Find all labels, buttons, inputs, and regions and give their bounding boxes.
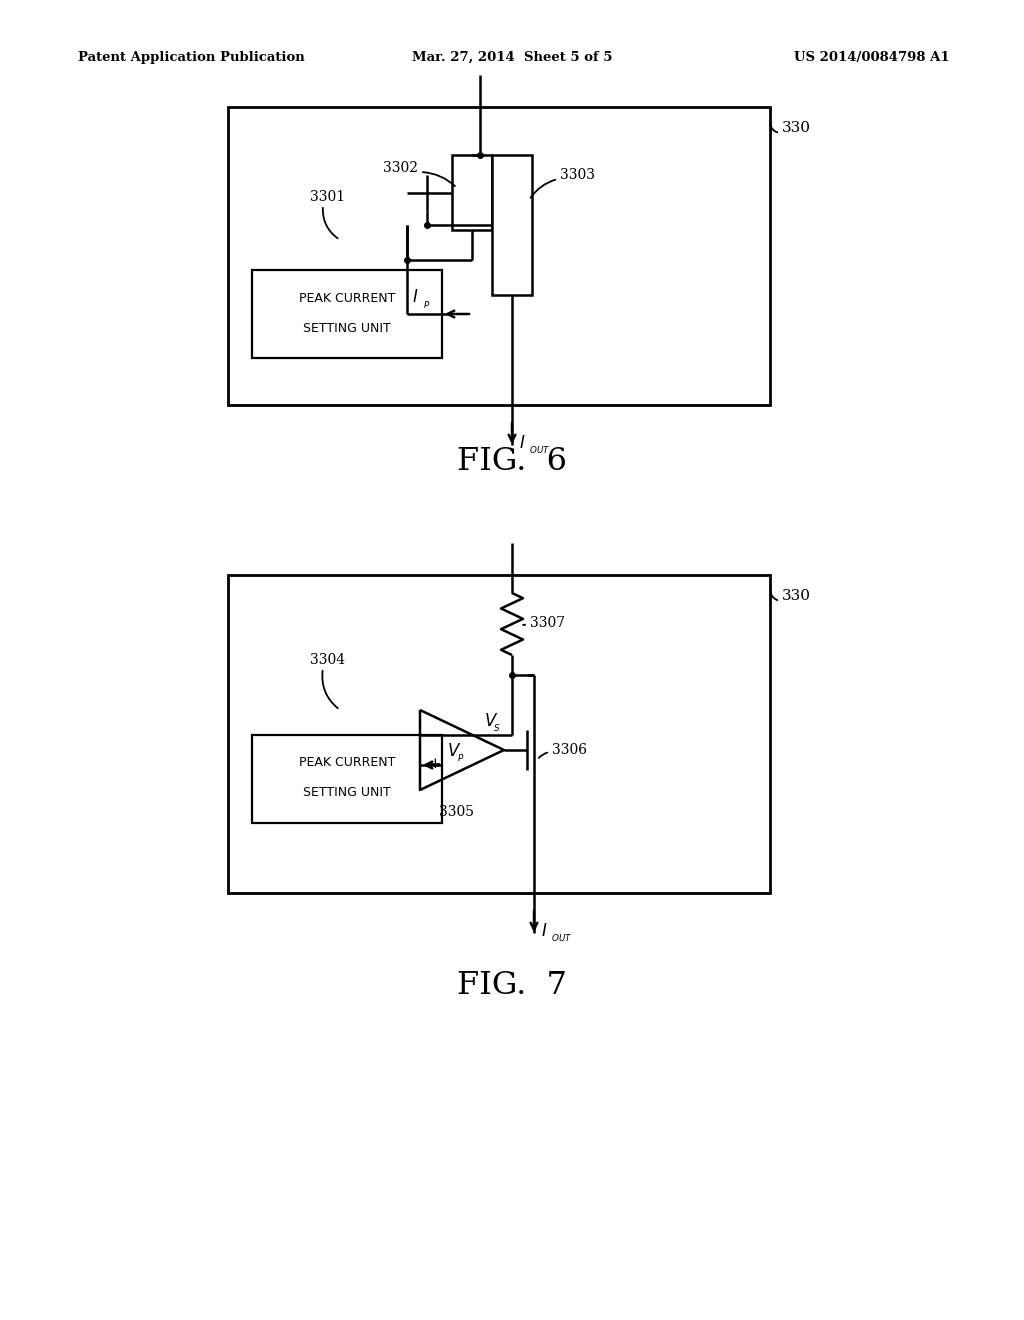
Text: 3305: 3305: [439, 805, 474, 818]
Text: $I$: $I$: [519, 434, 525, 451]
Text: 3301: 3301: [310, 190, 345, 205]
Text: PEAK CURRENT: PEAK CURRENT: [299, 756, 395, 770]
Text: $I$: $I$: [412, 289, 419, 306]
Text: US 2014/0084798 A1: US 2014/0084798 A1: [795, 50, 950, 63]
Text: $_P$: $_P$: [457, 751, 465, 763]
Text: $I$: $I$: [541, 923, 548, 940]
Bar: [492, 154, 532, 294]
Text: $_P$: $_P$: [423, 297, 430, 310]
Text: 3304: 3304: [310, 653, 345, 667]
Bar: [228, 576, 770, 894]
Text: +: +: [428, 756, 440, 771]
Text: FIG.  6: FIG. 6: [457, 446, 567, 478]
Text: SETTING UNIT: SETTING UNIT: [303, 322, 391, 334]
Text: $_{OUT}$: $_{OUT}$: [551, 931, 572, 944]
Text: −: −: [428, 729, 440, 743]
Text: $V$: $V$: [447, 742, 462, 759]
Text: Mar. 27, 2014  Sheet 5 of 5: Mar. 27, 2014 Sheet 5 of 5: [412, 50, 612, 63]
Bar: [252, 735, 442, 822]
Bar: [252, 271, 442, 358]
Text: 330: 330: [782, 589, 811, 603]
Text: 3307: 3307: [530, 616, 565, 630]
Text: 3306: 3306: [552, 743, 587, 756]
Text: $_{OUT}$: $_{OUT}$: [529, 442, 550, 455]
Text: PEAK CURRENT: PEAK CURRENT: [299, 292, 395, 305]
Bar: [452, 154, 492, 230]
Text: FIG.  7: FIG. 7: [457, 969, 567, 1001]
Text: $_S$: $_S$: [493, 721, 501, 734]
Text: 3302: 3302: [383, 161, 418, 176]
Text: $V$: $V$: [484, 713, 499, 730]
Text: 330: 330: [782, 121, 811, 135]
Text: 3303: 3303: [560, 168, 595, 182]
Text: SETTING UNIT: SETTING UNIT: [303, 787, 391, 800]
Text: Patent Application Publication: Patent Application Publication: [78, 50, 305, 63]
Bar: [228, 107, 770, 405]
